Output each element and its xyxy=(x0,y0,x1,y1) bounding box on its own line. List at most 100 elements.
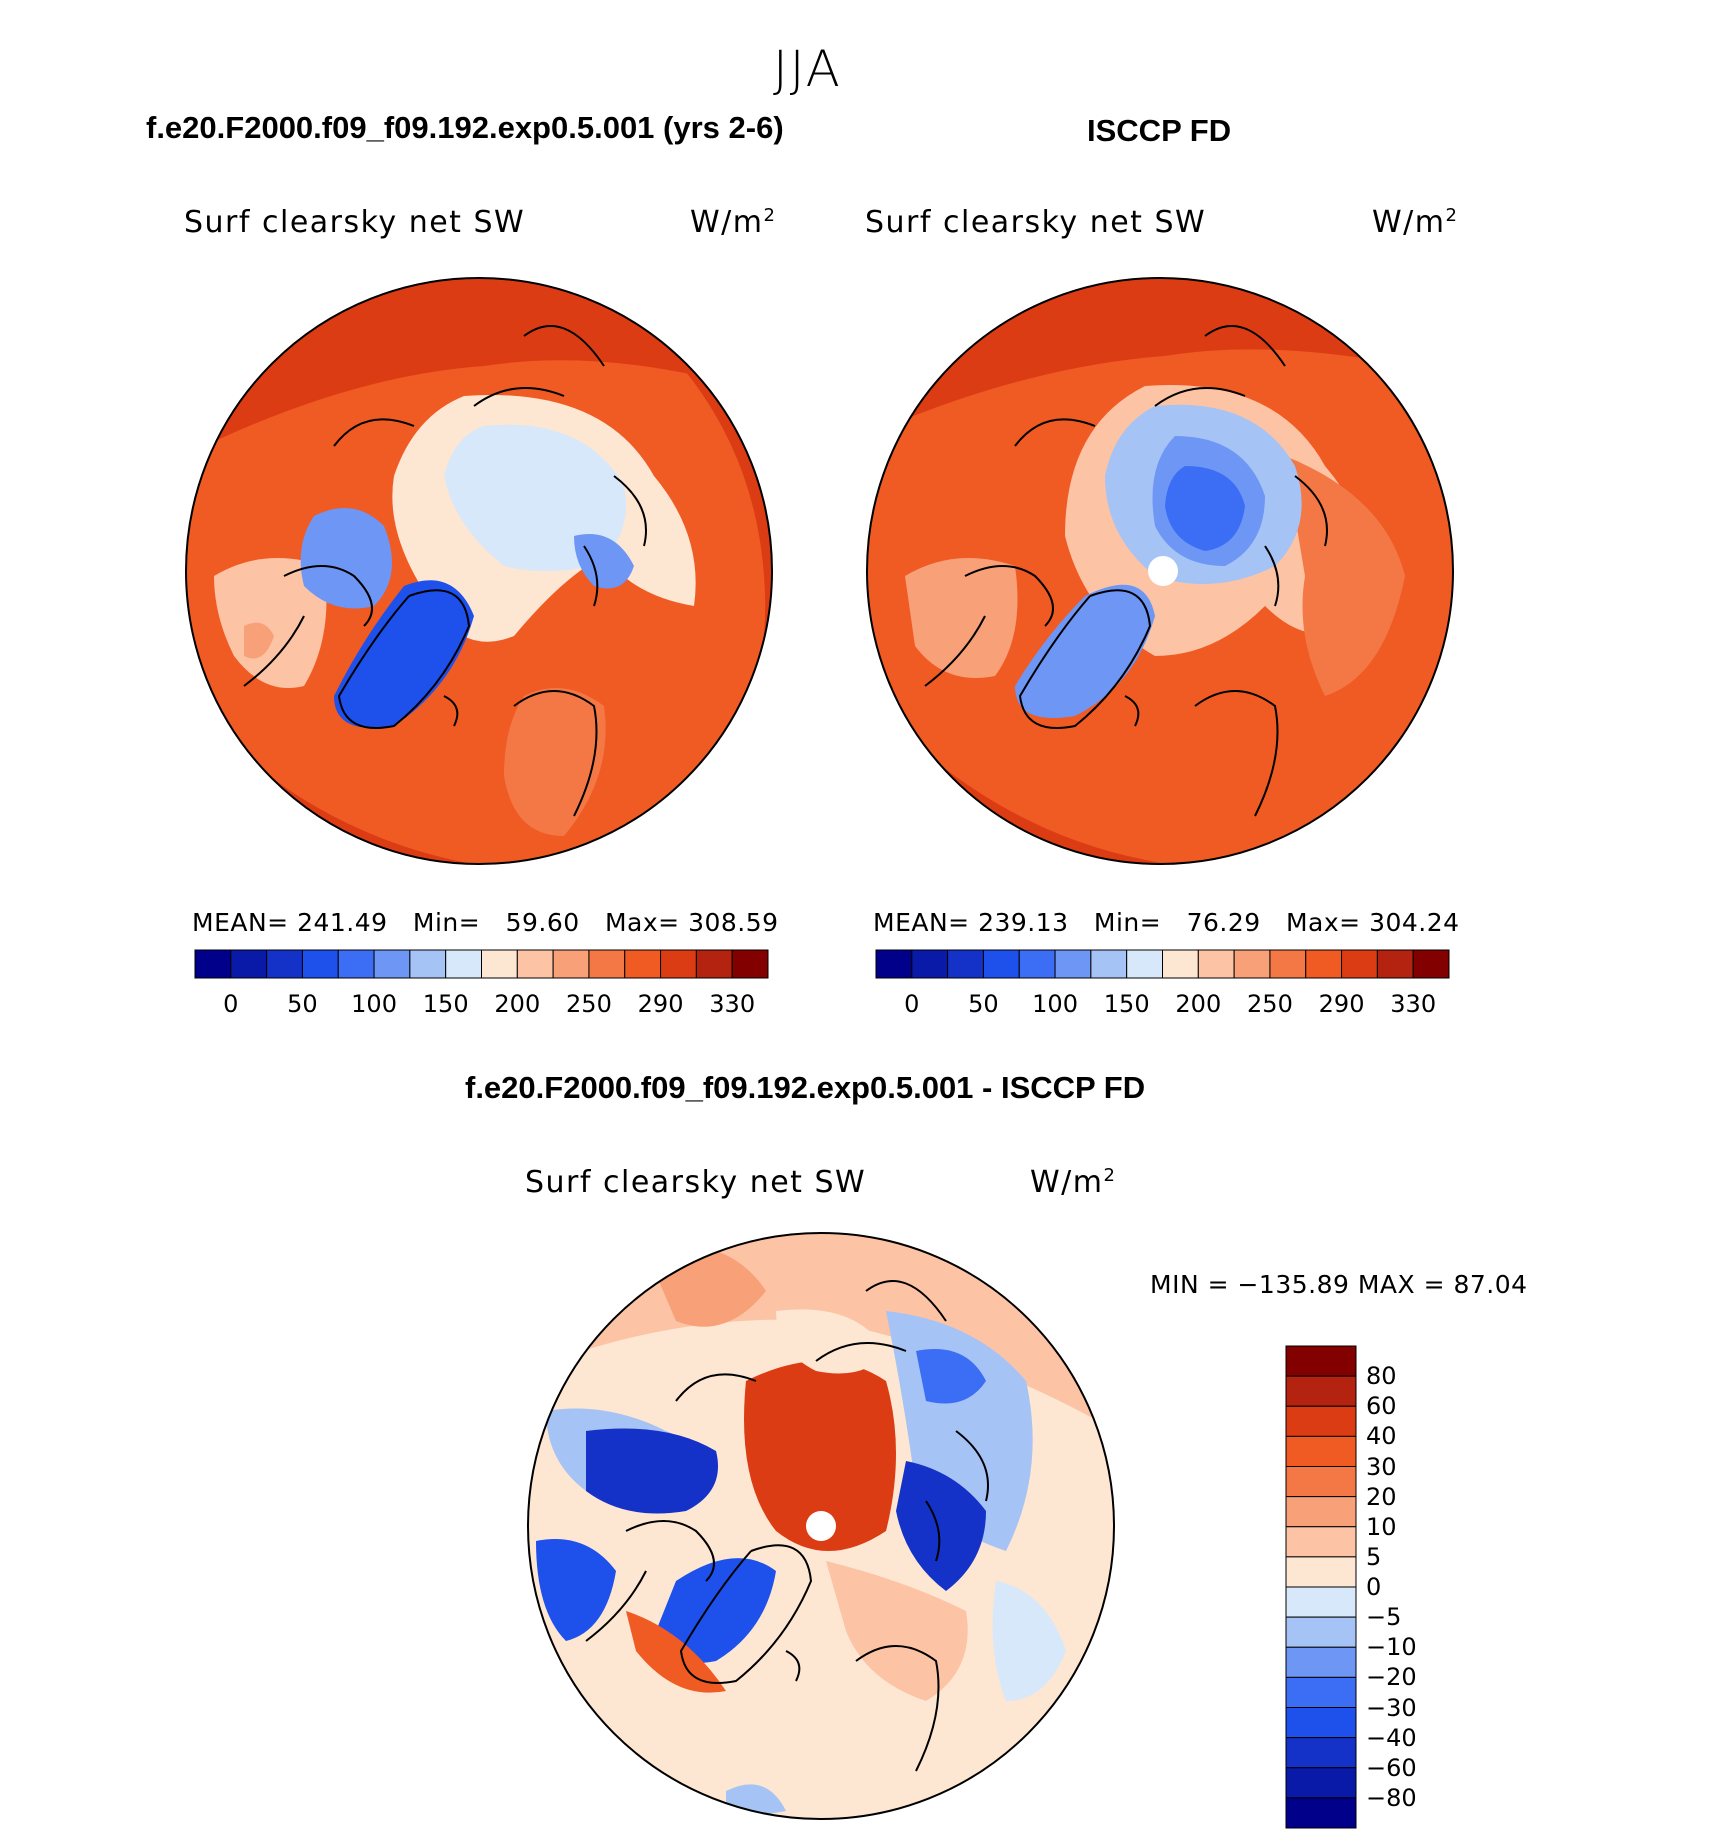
season-title: JJA xyxy=(773,40,842,98)
obs-stats: MEAN= 239.13 Min= 76.29 Max= 304.24 xyxy=(873,908,1460,937)
pole-hole xyxy=(1148,556,1178,586)
colorbar-tick-label: −5 xyxy=(1366,1603,1402,1632)
colorbar-tick-label: −20 xyxy=(1366,1663,1417,1692)
model-colorbar-labels: 0 50 100 150 200 250 290 330 xyxy=(195,990,768,1020)
colorbar-swatch xyxy=(1285,1496,1357,1528)
colorbar-swatch xyxy=(194,949,232,979)
model-variable-title: Surf clearsky net SW xyxy=(184,205,526,240)
colorbar-swatch xyxy=(1285,1526,1357,1558)
colorbar-tick-label: 50 xyxy=(968,990,999,1018)
colorbar-tick-label: −60 xyxy=(1366,1753,1417,1782)
obs-polar-map xyxy=(866,277,1454,865)
diff-units: W/m2 xyxy=(1030,1165,1117,1200)
colorbar-tick-label: 100 xyxy=(351,990,397,1018)
colorbar-swatch xyxy=(911,949,949,979)
pole-hole xyxy=(806,1511,836,1541)
colorbar-swatch xyxy=(301,949,339,979)
colorbar-tick-label: 60 xyxy=(1366,1392,1397,1421)
colorbar-swatch xyxy=(1285,1797,1357,1829)
diff-colorbar xyxy=(1285,1345,1357,1829)
colorbar-tick-label: 0 xyxy=(223,990,239,1018)
colorbar-tick-label: 330 xyxy=(709,990,756,1018)
colorbar-swatch xyxy=(373,949,411,979)
colorbar-swatch xyxy=(1126,949,1163,979)
colorbar-swatch xyxy=(1197,949,1235,979)
colorbar-swatch xyxy=(1285,1676,1357,1708)
colorbar-swatch xyxy=(1054,949,1092,979)
colorbar-swatch xyxy=(695,949,733,979)
colorbar-swatch xyxy=(1269,949,1307,979)
colorbar-swatch xyxy=(337,949,375,979)
colorbar-tick-label: 80 xyxy=(1366,1362,1397,1391)
diff-polar-map xyxy=(527,1232,1115,1820)
colorbar-swatch xyxy=(1285,1616,1357,1648)
colorbar-swatch xyxy=(982,949,1020,979)
colorbar-swatch xyxy=(624,949,662,979)
colorbar-swatch xyxy=(1285,1737,1357,1769)
colorbar-tick-label: 10 xyxy=(1366,1512,1397,1541)
colorbar-swatch xyxy=(1285,1556,1357,1588)
colorbar-tick-label: 150 xyxy=(1103,990,1150,1018)
colorbar-tick-label: 0 xyxy=(1366,1573,1382,1601)
colorbar-tick-label: 0 xyxy=(904,990,920,1018)
colorbar-tick-label: 30 xyxy=(1366,1452,1397,1481)
colorbar-swatch xyxy=(1341,949,1378,979)
colorbar-swatch xyxy=(731,949,769,979)
colorbar-swatch xyxy=(1285,1466,1357,1498)
colorbar-swatch xyxy=(1162,949,1199,979)
obs-colorbar-labels: 0 50 100 150 200 250 290 330 xyxy=(876,990,1449,1020)
model-units: W/m2 xyxy=(690,205,777,240)
colorbar-swatch xyxy=(445,949,482,979)
colorbar-tick-label: 290 xyxy=(1318,990,1365,1018)
colorbar-swatch xyxy=(947,949,984,979)
colorbar-swatch xyxy=(1233,949,1271,979)
colorbar-swatch xyxy=(1412,949,1450,979)
colorbar-tick-label: 100 xyxy=(1032,990,1078,1018)
diff-colorbar-labels: 80 60 40 30 20 10 5 0 −5 −10 −20 −30 −40 −60 −80 xyxy=(1366,1346,1446,1828)
colorbar-swatch xyxy=(516,949,554,979)
colorbar-swatch xyxy=(409,949,447,979)
colorbar-swatch xyxy=(1018,949,1056,979)
colorbar-tick-label: 150 xyxy=(422,990,469,1018)
obs-heading: ISCCP FD xyxy=(1087,113,1232,148)
colorbar-tick-label: 200 xyxy=(494,990,541,1018)
colorbar-swatch xyxy=(1305,949,1343,979)
colorbar-tick-label: 200 xyxy=(1175,990,1222,1018)
colorbar-swatch xyxy=(1285,1405,1357,1437)
diff-variable-title: Surf clearsky net SW xyxy=(525,1165,867,1200)
colorbar-tick-label: 330 xyxy=(1390,990,1437,1018)
obs-variable-title: Surf clearsky net SW xyxy=(865,205,1207,240)
obs-colorbar xyxy=(875,949,1450,979)
colorbar-swatch xyxy=(481,949,518,979)
colorbar-tick-label: −40 xyxy=(1366,1723,1417,1752)
diff-heading: f.e20.F2000.f09_f09.192.exp0.5.001 - ISC… xyxy=(465,1070,1146,1105)
colorbar-swatch xyxy=(1376,949,1414,979)
model-stats: MEAN= 241.49 Min= 59.60 Max= 308.59 xyxy=(192,908,779,937)
model-heading: f.e20.F2000.f09_f09.192.exp0.5.001 (yrs … xyxy=(146,110,784,145)
colorbar-tick-label: 250 xyxy=(1247,990,1293,1018)
colorbar-swatch xyxy=(1285,1345,1357,1377)
colorbar-swatch xyxy=(1285,1646,1357,1678)
colorbar-tick-label: 290 xyxy=(637,990,684,1018)
colorbar-swatch xyxy=(1285,1586,1357,1618)
colorbar-swatch xyxy=(552,949,590,979)
model-colorbar xyxy=(194,949,769,979)
colorbar-tick-label: −10 xyxy=(1366,1633,1417,1662)
obs-units: W/m2 xyxy=(1372,205,1459,240)
diff-minmax: MIN = −135.89 MAX = 87.04 xyxy=(1150,1270,1528,1299)
colorbar-tick-label: 250 xyxy=(566,990,612,1018)
colorbar-swatch xyxy=(1285,1435,1357,1467)
colorbar-swatch xyxy=(1285,1767,1357,1799)
colorbar-tick-label: 40 xyxy=(1366,1422,1397,1451)
colorbar-tick-label: 50 xyxy=(287,990,318,1018)
colorbar-swatch xyxy=(1090,949,1128,979)
model-polar-map xyxy=(185,277,773,865)
colorbar-tick-label: 20 xyxy=(1366,1482,1397,1511)
colorbar-tick-label: 5 xyxy=(1366,1542,1382,1571)
colorbar-swatch xyxy=(875,949,913,979)
colorbar-swatch xyxy=(230,949,268,979)
colorbar-swatch xyxy=(1285,1707,1357,1739)
colorbar-tick-label: −30 xyxy=(1366,1693,1417,1722)
colorbar-swatch xyxy=(1285,1375,1357,1407)
colorbar-swatch xyxy=(266,949,303,979)
